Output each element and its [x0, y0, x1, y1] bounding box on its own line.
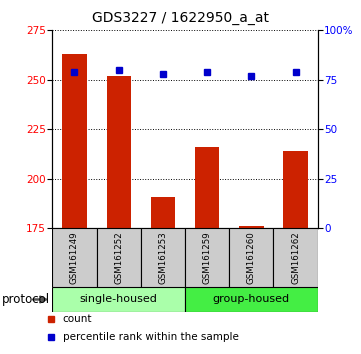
Text: single-housed: single-housed	[80, 295, 158, 304]
Bar	[151, 196, 175, 228]
Bar	[62, 54, 87, 228]
Bar	[274, 228, 318, 287]
Bar	[283, 151, 308, 228]
Bar	[229, 228, 274, 287]
Bar	[106, 76, 131, 228]
Text: GSM161260: GSM161260	[247, 231, 256, 284]
Text: percentile rank within the sample: percentile rank within the sample	[63, 332, 239, 342]
Bar	[141, 228, 185, 287]
Text: GSM161252: GSM161252	[114, 231, 123, 284]
Bar	[195, 147, 219, 228]
Bar	[185, 228, 229, 287]
Text: count: count	[63, 314, 92, 324]
Bar	[239, 226, 264, 228]
Text: group-housed: group-housed	[213, 295, 290, 304]
Text: protocol: protocol	[2, 293, 50, 306]
Bar	[97, 228, 141, 287]
Bar	[52, 228, 97, 287]
Text: GSM161249: GSM161249	[70, 231, 79, 284]
Text: GDS3227 / 1622950_a_at: GDS3227 / 1622950_a_at	[92, 11, 269, 25]
Text: GSM161262: GSM161262	[291, 231, 300, 284]
Text: GSM161259: GSM161259	[203, 231, 212, 284]
Text: GSM161253: GSM161253	[158, 231, 168, 284]
Bar	[185, 287, 318, 312]
Bar	[52, 287, 185, 312]
